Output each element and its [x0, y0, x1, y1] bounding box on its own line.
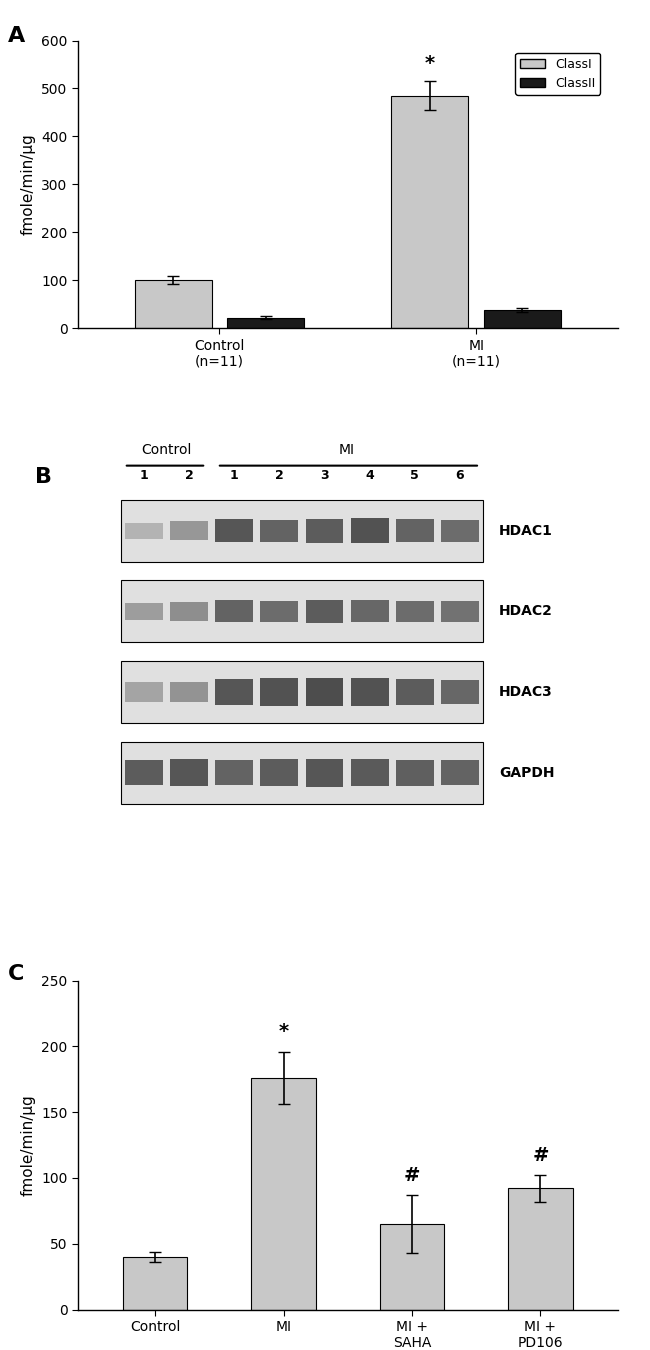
Text: #: #	[532, 1146, 549, 1165]
Bar	[170, 602, 208, 621]
Text: *: *	[425, 54, 435, 73]
Text: GAPDH: GAPDH	[499, 765, 554, 780]
Text: Control: Control	[141, 443, 192, 456]
Text: HDAC1: HDAC1	[499, 524, 552, 537]
Text: 1: 1	[139, 468, 148, 482]
Bar	[260, 678, 298, 706]
Bar	[123, 1257, 187, 1310]
Text: 2: 2	[185, 468, 193, 482]
Text: C: C	[8, 964, 24, 984]
Bar	[508, 1188, 573, 1310]
Bar	[441, 520, 479, 541]
Bar	[351, 518, 389, 544]
Text: HDAC2: HDAC2	[499, 605, 552, 618]
Text: 5: 5	[411, 468, 419, 482]
Legend: ClassI, ClassII: ClassI, ClassII	[515, 53, 601, 94]
Bar	[351, 678, 389, 706]
Bar	[135, 281, 212, 328]
Bar	[170, 521, 208, 540]
Bar	[170, 759, 208, 786]
Text: 4: 4	[365, 468, 374, 482]
Text: 3: 3	[320, 468, 329, 482]
Bar	[441, 760, 479, 786]
Y-axis label: fmole/min/μg: fmole/min/μg	[21, 1095, 36, 1196]
Bar	[396, 520, 434, 543]
Bar	[396, 601, 434, 622]
Bar	[351, 759, 389, 786]
Bar	[170, 682, 208, 702]
Bar	[396, 679, 434, 705]
Bar	[121, 500, 482, 562]
Text: #: #	[404, 1165, 421, 1184]
Text: MI: MI	[339, 443, 355, 456]
Text: *: *	[278, 1022, 289, 1041]
Text: 1: 1	[229, 468, 239, 482]
Bar	[215, 679, 253, 706]
Bar	[125, 602, 162, 620]
Bar	[121, 741, 482, 803]
Bar	[380, 1224, 444, 1310]
Bar	[306, 599, 343, 622]
Text: B: B	[35, 467, 52, 487]
Bar	[441, 680, 479, 705]
Bar	[215, 601, 253, 622]
Bar	[252, 1079, 316, 1310]
Text: 2: 2	[275, 468, 283, 482]
Bar	[391, 96, 469, 328]
Text: A: A	[8, 26, 25, 46]
Bar	[306, 759, 343, 787]
Text: HDAC3: HDAC3	[499, 684, 552, 699]
Bar	[260, 759, 298, 786]
Y-axis label: fmole/min/μg: fmole/min/μg	[21, 134, 36, 235]
Bar	[306, 518, 343, 543]
Bar	[215, 520, 253, 543]
Bar	[125, 760, 162, 786]
Bar	[484, 310, 561, 328]
Bar	[125, 522, 162, 539]
Bar	[121, 662, 482, 722]
Bar	[306, 678, 343, 706]
Bar	[121, 580, 482, 643]
Bar	[260, 520, 298, 541]
Bar	[227, 317, 304, 328]
Bar	[351, 601, 389, 622]
Bar	[396, 760, 434, 786]
Bar	[125, 682, 162, 702]
Bar	[215, 760, 253, 786]
Bar	[441, 601, 479, 621]
Text: 6: 6	[456, 468, 464, 482]
Bar	[260, 601, 298, 622]
